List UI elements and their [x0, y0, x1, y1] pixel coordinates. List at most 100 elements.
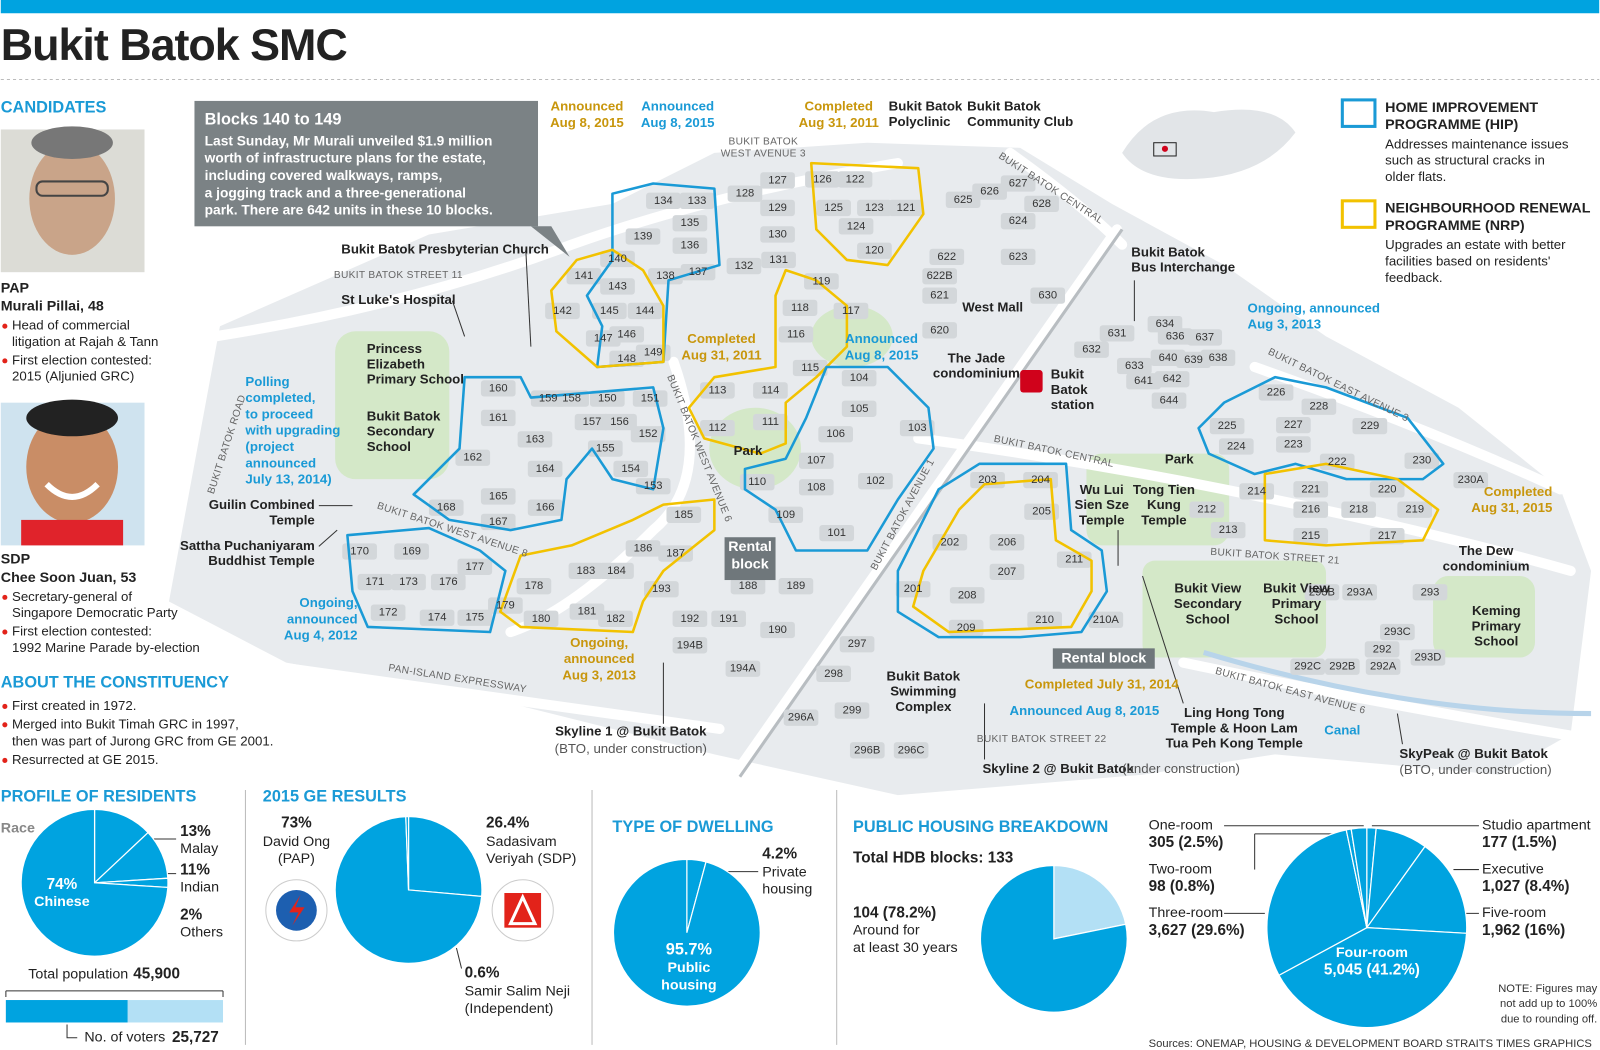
- block-number: 119: [812, 275, 830, 287]
- block-shape: [1024, 503, 1059, 520]
- block-shape: [711, 610, 746, 627]
- block-shape: [523, 610, 559, 627]
- value-label: 5,045 (41.2%): [1324, 962, 1420, 979]
- block-shape: [1290, 658, 1325, 675]
- block-number: 187: [666, 548, 685, 560]
- pie-slice: [612, 858, 761, 1007]
- place-label: School: [367, 439, 411, 454]
- place-label: Polyclinic: [889, 114, 951, 129]
- block-number: 633: [1125, 360, 1144, 372]
- photo: [0, 126, 145, 273]
- callout-text: worth of infrastructure plans for the es…: [204, 151, 486, 166]
- rental-label: Rental block: [1061, 650, 1146, 666]
- legend-title: PROGRAMME (NRP): [1385, 218, 1525, 234]
- footnote: NOTE: Figures may: [1498, 983, 1597, 995]
- block-number: 293B: [1309, 586, 1335, 598]
- sdp-mark: [508, 893, 538, 926]
- place-label: Bukit View: [1263, 581, 1330, 596]
- street-name: WEST AVENUE 3: [721, 149, 806, 160]
- block-shape: [457, 558, 493, 575]
- block-shape: [899, 420, 935, 437]
- block-number: 182: [606, 613, 625, 625]
- value-label: 305 (2.5%): [1149, 834, 1224, 851]
- block-number: 223: [1284, 438, 1303, 450]
- place-label: Bukit Batok Presbyterian Church: [341, 241, 549, 256]
- candidate-point: litigation at Rajah & Tann: [12, 334, 158, 349]
- category-label: Samir Salim Neji: [465, 984, 570, 1000]
- block-shape: [1210, 521, 1246, 539]
- value-label: 2%: [180, 906, 202, 923]
- status-annotation: Completed: [1484, 484, 1552, 499]
- candidate-point: First election contested:: [12, 624, 152, 639]
- block-number: 184: [607, 565, 626, 577]
- block-shape: [625, 228, 661, 245]
- block-shape: [1369, 481, 1405, 498]
- place-label: Sattha Puchaniyaram: [180, 538, 315, 553]
- place-label: School: [1274, 611, 1318, 626]
- block-shape: [888, 199, 924, 217]
- block-shape: [566, 268, 602, 285]
- block-number: 164: [536, 463, 555, 475]
- category-label: Four-room: [1336, 945, 1408, 961]
- place-label: SkyPeak @ Bukit Batok: [1399, 746, 1548, 761]
- block-shape: [922, 287, 957, 304]
- status-annotation: Aug 3, 2013: [1248, 317, 1322, 332]
- place-label: Park: [1165, 451, 1194, 466]
- block-shape: [1258, 384, 1294, 401]
- rental-box: [724, 537, 776, 581]
- block-shape: [760, 199, 795, 217]
- block-number: 193: [652, 583, 671, 595]
- candidate-point: 2015 (Aljunied GRC): [12, 369, 134, 384]
- block-shape: [480, 409, 516, 427]
- block-number: 222: [1328, 456, 1347, 468]
- block-number: 171: [366, 576, 385, 588]
- block-shape: [1325, 658, 1360, 675]
- block-shape: [818, 426, 854, 443]
- block-shape: [527, 499, 563, 516]
- block-number: 102: [866, 475, 885, 487]
- block-number: 230A: [1458, 474, 1485, 486]
- place-label: Temple & Hoon Lam: [1171, 720, 1298, 735]
- block-number: 637: [1195, 331, 1214, 343]
- pie-slice: [979, 864, 1128, 1013]
- bullets: [2, 323, 8, 764]
- status-annotation: Aug 31, 2015: [1471, 500, 1552, 515]
- block-shape: [857, 199, 892, 217]
- status-annotation: announced: [287, 611, 358, 626]
- value-label: 1,027 (8.4%): [1482, 878, 1570, 895]
- block-number: 644: [1160, 395, 1179, 407]
- callout-text: including covered walkways, ramps,: [205, 168, 443, 183]
- block-number: 226: [1267, 386, 1286, 398]
- block-number: 162: [463, 452, 482, 464]
- block-number: 116: [787, 328, 805, 340]
- block-number: 123: [865, 202, 884, 214]
- block-shape: [849, 742, 885, 759]
- block-number: 148: [617, 353, 636, 365]
- pie-slice: [93, 808, 149, 885]
- bullet: [2, 594, 8, 600]
- block-number: 296A: [788, 712, 815, 724]
- block-number: 642: [1163, 373, 1182, 385]
- block-number: 129: [768, 202, 787, 214]
- place-label: Skyline 1 @ Bukit Batok: [555, 723, 707, 738]
- block-shape: [1380, 623, 1415, 641]
- category-label: David Ong: [263, 834, 330, 850]
- block-number: 150: [598, 393, 617, 405]
- block-shape: [1024, 195, 1059, 213]
- legend-text: feedback.: [1385, 270, 1442, 285]
- callout-text: a jogging track and a three-generational: [205, 185, 466, 200]
- chart-title: TYPE OF DWELLING: [612, 818, 773, 836]
- block-number: 140: [608, 253, 627, 265]
- callout-pointer: [530, 226, 570, 257]
- block-shape: [1027, 611, 1062, 628]
- block-number: 155: [596, 443, 615, 455]
- status-annotation: with upgrading: [244, 423, 340, 438]
- block-number: 109: [776, 509, 795, 521]
- place-label: Tua Peh Kong Temple: [1166, 736, 1303, 751]
- block-shape: [819, 525, 855, 542]
- block-shape: [1000, 213, 1036, 230]
- block-shape: [1189, 501, 1225, 518]
- block-number: 174: [428, 612, 447, 624]
- legend-title: NEIGHBOURHOOD RENEWAL: [1385, 201, 1591, 217]
- callout-title: Blocks 140 to 149: [205, 111, 342, 129]
